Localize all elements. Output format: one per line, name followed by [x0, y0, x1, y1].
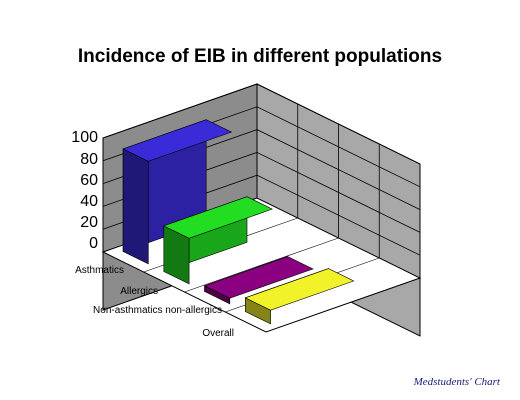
bar-2 [163, 196, 273, 285]
bar-top-face [163, 196, 273, 239]
floor-divider [184, 237, 339, 293]
gridline [102, 83, 421, 165]
chart-credit: Medstudents' Chart [413, 376, 501, 388]
x-axis-ticks: Asthmatics Allergics Non-asthmatics non-… [75, 265, 234, 339]
y-tick-label: 0 [89, 235, 98, 252]
bar-front-face [122, 148, 149, 265]
x-tick-label: Allergics [120, 286, 158, 297]
x-tick-label: Overall [202, 328, 234, 339]
bar-3 [203, 256, 314, 305]
bar-top-face [203, 256, 314, 299]
y-axis-ticks: 0 20 40 60 80 100 [71, 129, 98, 252]
chart-title: Incidence of EIB in different population… [78, 46, 442, 67]
y-tick-label: 100 [71, 129, 98, 146]
y-tick-label: 60 [80, 172, 98, 189]
y-tick-label: 80 [80, 151, 98, 168]
bar-top-face [122, 119, 233, 162]
y-tick-label: 20 [80, 214, 98, 231]
y-tick-label: 40 [80, 193, 98, 210]
bar-4 [244, 268, 355, 325]
x-tick-label: Non-asthmatics non-allergics [93, 305, 222, 316]
bars [122, 119, 355, 325]
x-tick-label: Asthmatics [75, 265, 124, 276]
bar-top-face [244, 268, 355, 311]
